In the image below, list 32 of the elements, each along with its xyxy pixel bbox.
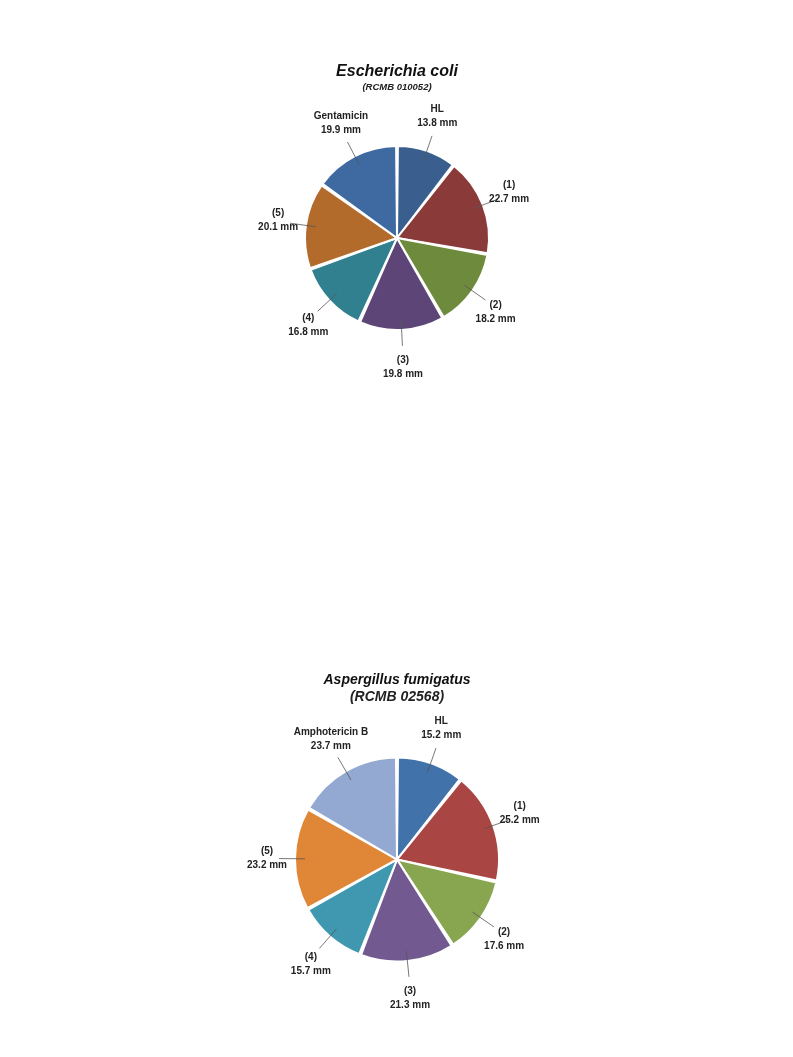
data-label: 22.7 mm <box>488 192 529 204</box>
slice-label: (4) <box>304 951 317 963</box>
chart-subtitle: (RCMB 02568) <box>349 688 444 705</box>
data-label: 18.2 mm <box>475 313 516 325</box>
data-label: 13.8 mm <box>416 116 457 128</box>
slice-label: (2) <box>497 925 510 937</box>
slice-label: (1) <box>502 178 515 190</box>
slice-label: (2) <box>489 299 502 311</box>
slice-label: (1) <box>513 800 526 812</box>
slice-label: (3) <box>403 984 416 996</box>
data-label: 17.6 mm <box>483 939 524 951</box>
slice-label: HL <box>434 715 448 727</box>
chart-title: Aspergillus fumigatus <box>321 671 471 688</box>
data-label: 21.3 mm <box>389 998 430 1010</box>
chart-title: Escherichia coli <box>335 62 458 80</box>
slice-label: (5) <box>271 207 284 219</box>
data-label: 15.7 mm <box>290 965 331 977</box>
data-label: 19.9 mm <box>320 124 361 136</box>
data-label: 16.8 mm <box>287 326 328 338</box>
chart-subtitle: (RCMB 010052) <box>361 81 432 93</box>
data-label: 19.8 mm <box>382 367 423 379</box>
slice-label: HL <box>430 102 444 114</box>
slice-label: (4) <box>301 312 314 324</box>
slice-label: (5) <box>260 845 273 857</box>
data-label: 23.7 mm <box>310 740 351 752</box>
data-label: 25.2 mm <box>499 814 540 826</box>
slice-label: Amphotericin B <box>293 726 368 738</box>
data-label: 20.1 mm <box>257 221 298 233</box>
data-label: 23.2 mm <box>246 859 287 871</box>
data-label: 15.2 mm <box>420 729 461 741</box>
slice-label: Gentamicin <box>313 110 368 122</box>
slice-label: (3) <box>396 353 409 365</box>
